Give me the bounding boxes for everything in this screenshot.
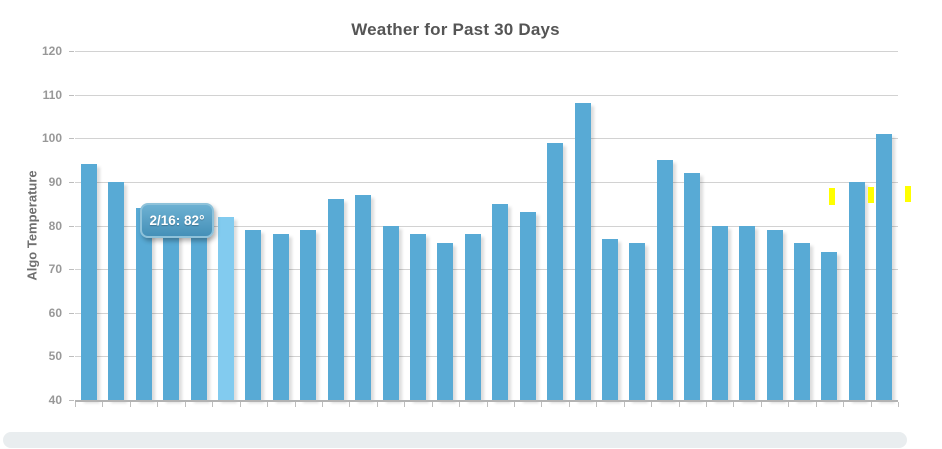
x-axis-tick bbox=[541, 402, 543, 407]
x-axis-tick bbox=[294, 402, 296, 407]
x-axis-tick bbox=[596, 402, 598, 407]
gridline bbox=[75, 225, 898, 227]
x-axis-tick bbox=[623, 402, 625, 407]
x-axis-tick bbox=[184, 402, 186, 407]
gridline bbox=[75, 312, 898, 314]
x-axis-tick bbox=[75, 402, 76, 407]
y-axis-tick bbox=[69, 269, 74, 271]
x-axis-tick bbox=[349, 402, 351, 407]
bar[interactable] bbox=[656, 160, 673, 400]
gridline bbox=[75, 51, 898, 52]
y-tick-label: 40 bbox=[48, 393, 62, 407]
y-axis-tick bbox=[69, 400, 74, 401]
x-axis-tick bbox=[843, 402, 845, 407]
x-axis-tick bbox=[513, 402, 515, 407]
bar[interactable] bbox=[437, 243, 454, 400]
y-tick-label: 60 bbox=[48, 305, 62, 320]
bar[interactable] bbox=[684, 173, 701, 400]
x-axis-tick bbox=[568, 402, 570, 407]
y-tick-label: 90 bbox=[48, 174, 62, 189]
y-axis-tick bbox=[69, 51, 74, 52]
gridline bbox=[75, 181, 898, 183]
gridline bbox=[75, 269, 898, 271]
y-tick-label: 80 bbox=[48, 218, 62, 233]
x-axis-tick bbox=[678, 402, 680, 407]
x-axis-tick bbox=[376, 402, 378, 407]
y-tick-label: 110 bbox=[42, 87, 62, 102]
x-axis-tick bbox=[815, 402, 817, 407]
x-axis-tick bbox=[898, 402, 899, 407]
x-axis-tick bbox=[760, 402, 762, 407]
x-axis-tick bbox=[431, 402, 433, 407]
x-axis-tick bbox=[733, 402, 735, 407]
bar[interactable] bbox=[547, 142, 564, 400]
chart-title: Weather for Past 30 Days bbox=[351, 20, 560, 39]
bar[interactable] bbox=[848, 181, 865, 400]
bar[interactable] bbox=[821, 251, 838, 400]
x-axis-tick bbox=[788, 402, 790, 407]
bar[interactable] bbox=[382, 225, 399, 400]
x-axis-tick bbox=[102, 402, 104, 407]
y-axis-tick bbox=[69, 94, 74, 96]
x-axis-tick bbox=[706, 402, 707, 407]
x-axis-tick bbox=[870, 402, 872, 407]
gridline bbox=[75, 138, 898, 140]
x-axis-tick bbox=[404, 402, 406, 407]
y-tick-label: 70 bbox=[48, 262, 62, 277]
bar[interactable] bbox=[602, 238, 618, 400]
y-tick-label: 50 bbox=[48, 349, 62, 364]
bar[interactable] bbox=[327, 199, 344, 400]
y-axis-tick bbox=[69, 225, 74, 227]
x-axis-tick bbox=[459, 402, 461, 407]
bar[interactable] bbox=[135, 208, 152, 400]
bar[interactable] bbox=[355, 195, 371, 400]
yellow-highlight-mark bbox=[829, 188, 835, 205]
x-axis-tick bbox=[212, 402, 214, 407]
bar[interactable] bbox=[163, 221, 179, 400]
x-axis-tick bbox=[129, 402, 131, 407]
bar[interactable] bbox=[272, 234, 289, 400]
y-axis-tick bbox=[69, 181, 74, 183]
x-axis-tick bbox=[267, 402, 268, 407]
bar[interactable] bbox=[519, 212, 536, 400]
y-axis-tick bbox=[69, 312, 74, 314]
bar[interactable] bbox=[794, 243, 810, 400]
x-axis-tick bbox=[651, 402, 653, 407]
bar[interactable] bbox=[409, 234, 426, 400]
bar[interactable] bbox=[190, 225, 207, 400]
bar[interactable] bbox=[80, 164, 97, 400]
x-axis-line bbox=[75, 400, 898, 402]
bar[interactable] bbox=[711, 225, 728, 400]
y-tick-label: 100 bbox=[41, 131, 62, 146]
bar[interactable] bbox=[492, 203, 509, 400]
y-tick-label: 120 bbox=[41, 44, 62, 58]
hover-tooltip: 2/16: 82° bbox=[140, 203, 214, 238]
x-axis-tick bbox=[239, 402, 241, 407]
bar[interactable] bbox=[245, 229, 262, 400]
bar[interactable] bbox=[629, 243, 646, 400]
bar[interactable] bbox=[766, 229, 783, 400]
highlighted-bar[interactable] bbox=[217, 216, 234, 400]
gridline bbox=[75, 94, 898, 96]
x-axis-tick bbox=[321, 402, 323, 407]
y-axis-tick bbox=[69, 356, 74, 358]
bar[interactable] bbox=[464, 234, 481, 400]
bar[interactable] bbox=[876, 133, 893, 400]
x-axis-tick bbox=[157, 402, 159, 407]
bar[interactable] bbox=[300, 229, 317, 400]
bar[interactable] bbox=[108, 181, 125, 400]
tooltip-text: 2/16: 82° bbox=[149, 213, 205, 228]
y-axis-tick bbox=[69, 138, 74, 140]
bar[interactable] bbox=[574, 103, 591, 400]
x-axis-tick bbox=[486, 402, 488, 407]
scrollbar-track bbox=[3, 432, 907, 448]
gridline bbox=[75, 356, 898, 358]
bar[interactable] bbox=[739, 225, 756, 400]
yellow-highlight-mark bbox=[868, 187, 874, 203]
yellow-highlight-mark bbox=[905, 186, 911, 202]
